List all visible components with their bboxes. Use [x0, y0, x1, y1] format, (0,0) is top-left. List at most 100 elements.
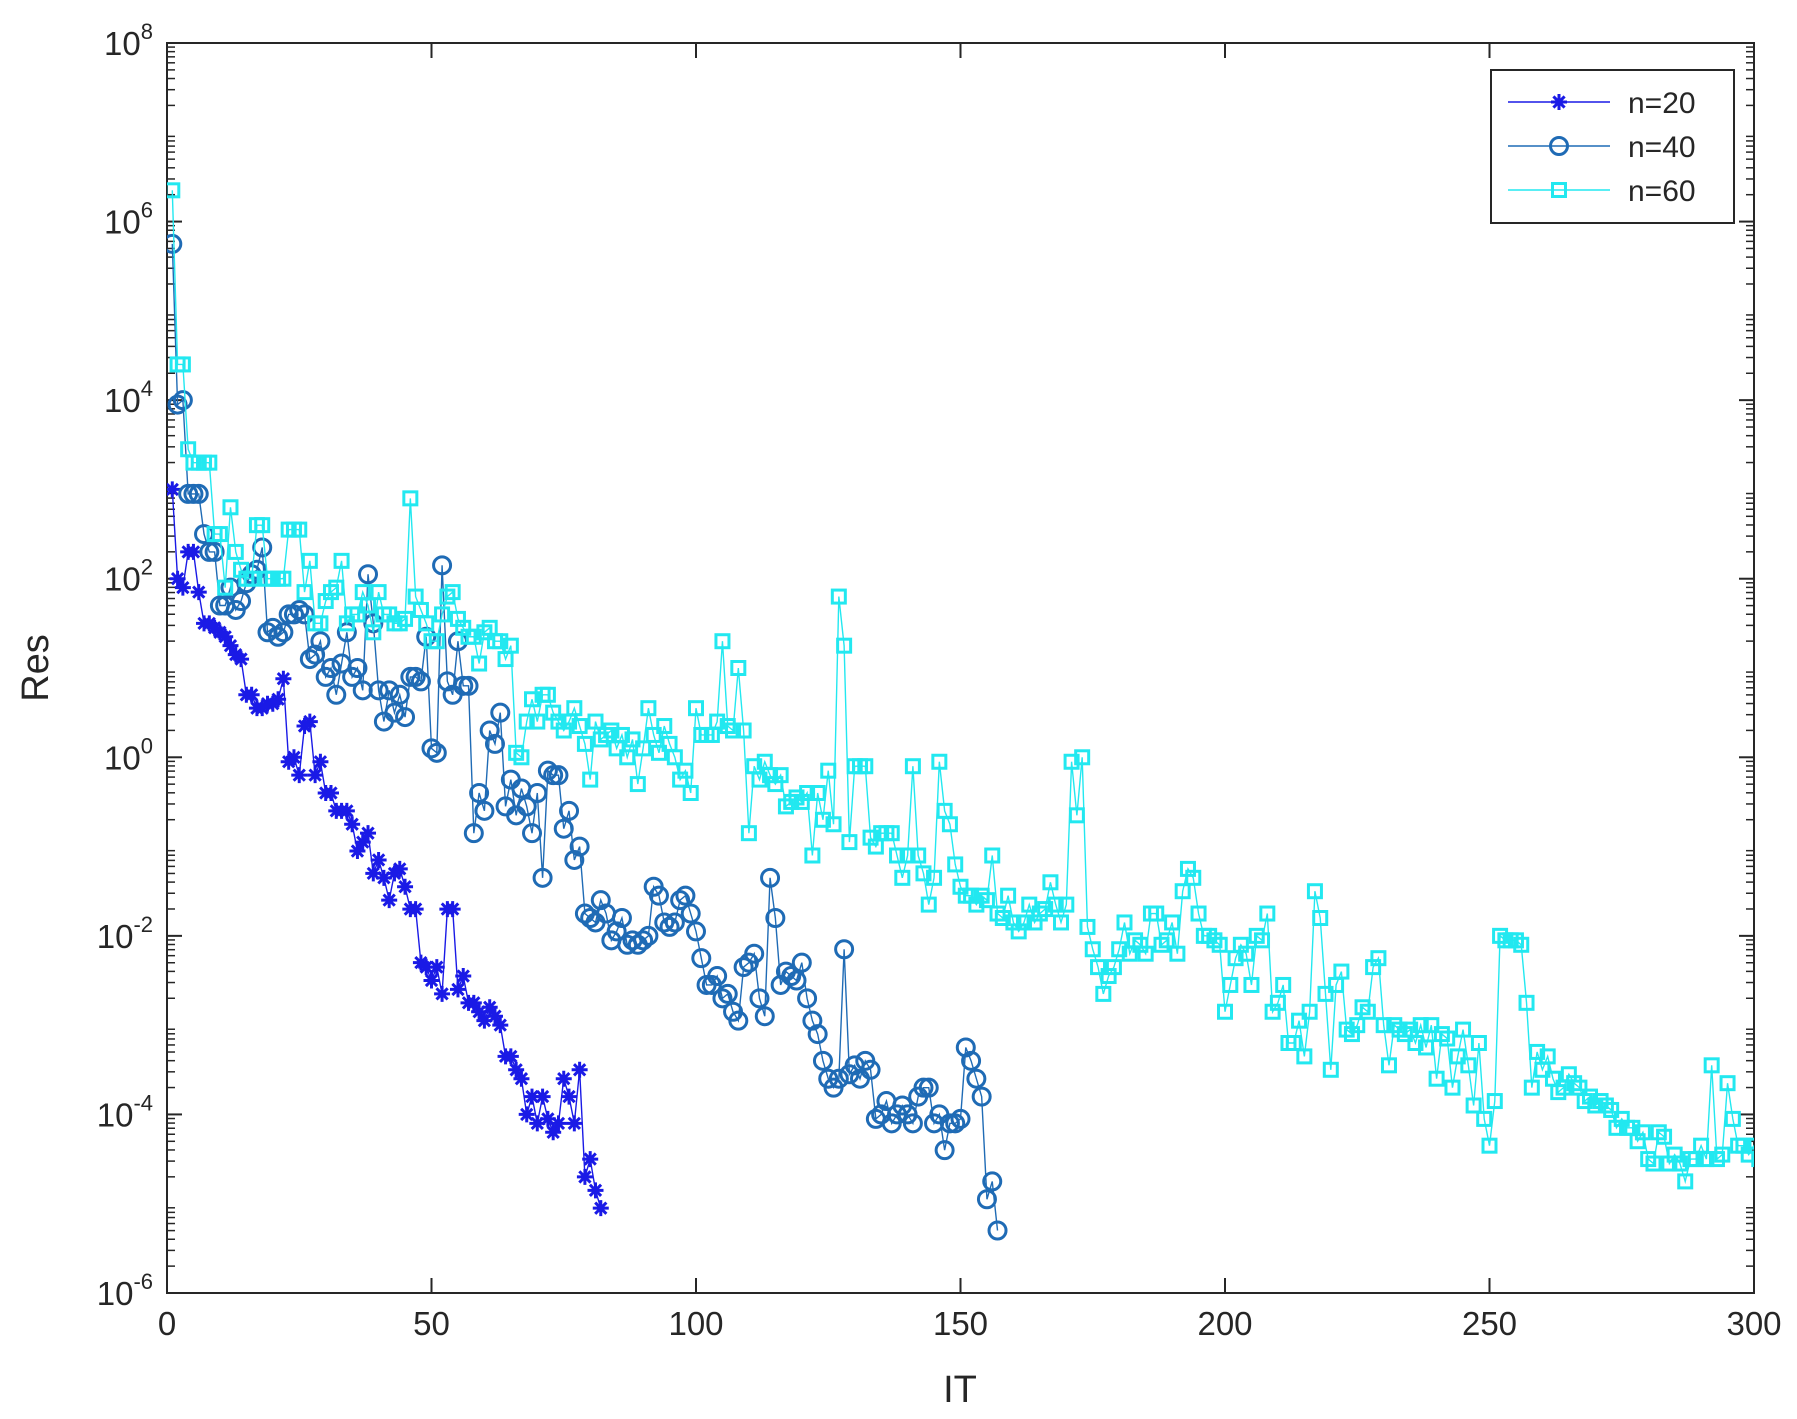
data-point: [548, 765, 569, 786]
data-point: [987, 1220, 1008, 1241]
data-point: [428, 959, 445, 976]
data-point: [275, 670, 292, 687]
data-point: [1513, 936, 1530, 953]
data-point: [444, 901, 461, 918]
data-point: [666, 749, 683, 766]
data-point: [1423, 1017, 1440, 1034]
data-point: [1312, 910, 1329, 926]
y-tick-label: 104: [104, 376, 153, 419]
data-point: [190, 584, 207, 601]
data-point: [527, 783, 548, 803]
data-point: [481, 999, 498, 1016]
data-point: [559, 800, 580, 821]
data-point: [566, 1115, 583, 1132]
data-point: [650, 744, 667, 761]
data-point: [904, 758, 921, 775]
data-point: [299, 649, 320, 670]
data-point: [1296, 1048, 1313, 1065]
data-point: [1217, 1003, 1233, 1020]
series-line: [171, 489, 602, 1209]
data-point: [587, 713, 604, 730]
data-point: [1259, 905, 1276, 922]
data-point: [211, 526, 228, 543]
data-point: [326, 684, 347, 705]
data-point: [633, 930, 654, 951]
data-point: [344, 816, 361, 833]
data-point: [1677, 1173, 1694, 1190]
data-point: [894, 869, 911, 886]
data-point: [809, 785, 826, 801]
data-point: [537, 760, 558, 781]
data-point: [1116, 914, 1133, 931]
data-point: [1486, 1093, 1503, 1110]
data-point: [670, 890, 691, 911]
data-point: [675, 885, 696, 906]
data-point: [654, 912, 675, 933]
data-point: [1412, 1017, 1429, 1034]
data-point: [918, 1077, 939, 1098]
data-point: [347, 658, 368, 678]
data-point: [291, 521, 308, 538]
data-point: [931, 753, 948, 770]
legend-item-n=20: n=20: [1508, 87, 1696, 120]
x-axis-label: IT: [943, 1369, 977, 1411]
data-point: [502, 637, 519, 654]
legend: n=20 n=40 n=60: [1490, 69, 1735, 224]
data-point: [354, 834, 371, 851]
data-point: [471, 655, 488, 672]
data-point: [1380, 1057, 1397, 1074]
data-point: [1779, 1153, 1792, 1166]
data-point: [889, 847, 906, 864]
data-point: [418, 615, 435, 632]
data-point: [1333, 963, 1350, 980]
data-point: [1222, 976, 1239, 993]
data-point: [421, 738, 442, 759]
x-tick-label: 0: [158, 1305, 176, 1342]
data-point: [569, 836, 590, 857]
data-point: [664, 912, 685, 933]
data-point: [1523, 1079, 1540, 1096]
data-point: [582, 771, 599, 788]
data-point: [576, 1168, 593, 1185]
data-point: [449, 981, 466, 998]
data-point: [550, 1115, 567, 1132]
data-point: [640, 700, 657, 717]
data-point: [1291, 1012, 1308, 1029]
data-point: [395, 707, 416, 728]
data-point: [1359, 1003, 1376, 1020]
y-axis: 10-6 10-4 10-2 100 102 104 106 108: [97, 19, 1754, 1312]
data-point: [1211, 936, 1228, 953]
data-point: [518, 1106, 535, 1123]
data-point: [765, 908, 786, 928]
y-tick-label: 102: [104, 555, 153, 598]
data-point: [1158, 932, 1175, 949]
legend-swatch-marker: [1549, 136, 1569, 156]
data-point: [1407, 1035, 1424, 1051]
data-point: [397, 610, 414, 627]
data-point: [619, 749, 636, 766]
data-point: [183, 483, 204, 504]
data-point: [434, 985, 451, 1002]
data-point: [227, 543, 244, 560]
data-point: [513, 749, 530, 766]
data-point: [566, 700, 583, 717]
data-point: [1698, 1151, 1715, 1168]
data-point: [453, 675, 474, 696]
data-point: [754, 1006, 775, 1027]
data-point: [860, 1059, 881, 1080]
data-point: [1047, 896, 1064, 913]
data-point: [360, 825, 377, 842]
data-point: [407, 901, 424, 918]
data-point: [836, 637, 853, 654]
data-point: [222, 499, 239, 516]
data-point: [1671, 1155, 1688, 1172]
data-point: [582, 1151, 599, 1168]
x-tick-label: 100: [668, 1305, 723, 1342]
data-point: [539, 686, 556, 703]
series-n=60: [167, 182, 1792, 1190]
data-point: [428, 633, 445, 650]
data-point: [728, 1010, 749, 1031]
data-point: [648, 885, 669, 906]
data-point: [379, 680, 400, 701]
